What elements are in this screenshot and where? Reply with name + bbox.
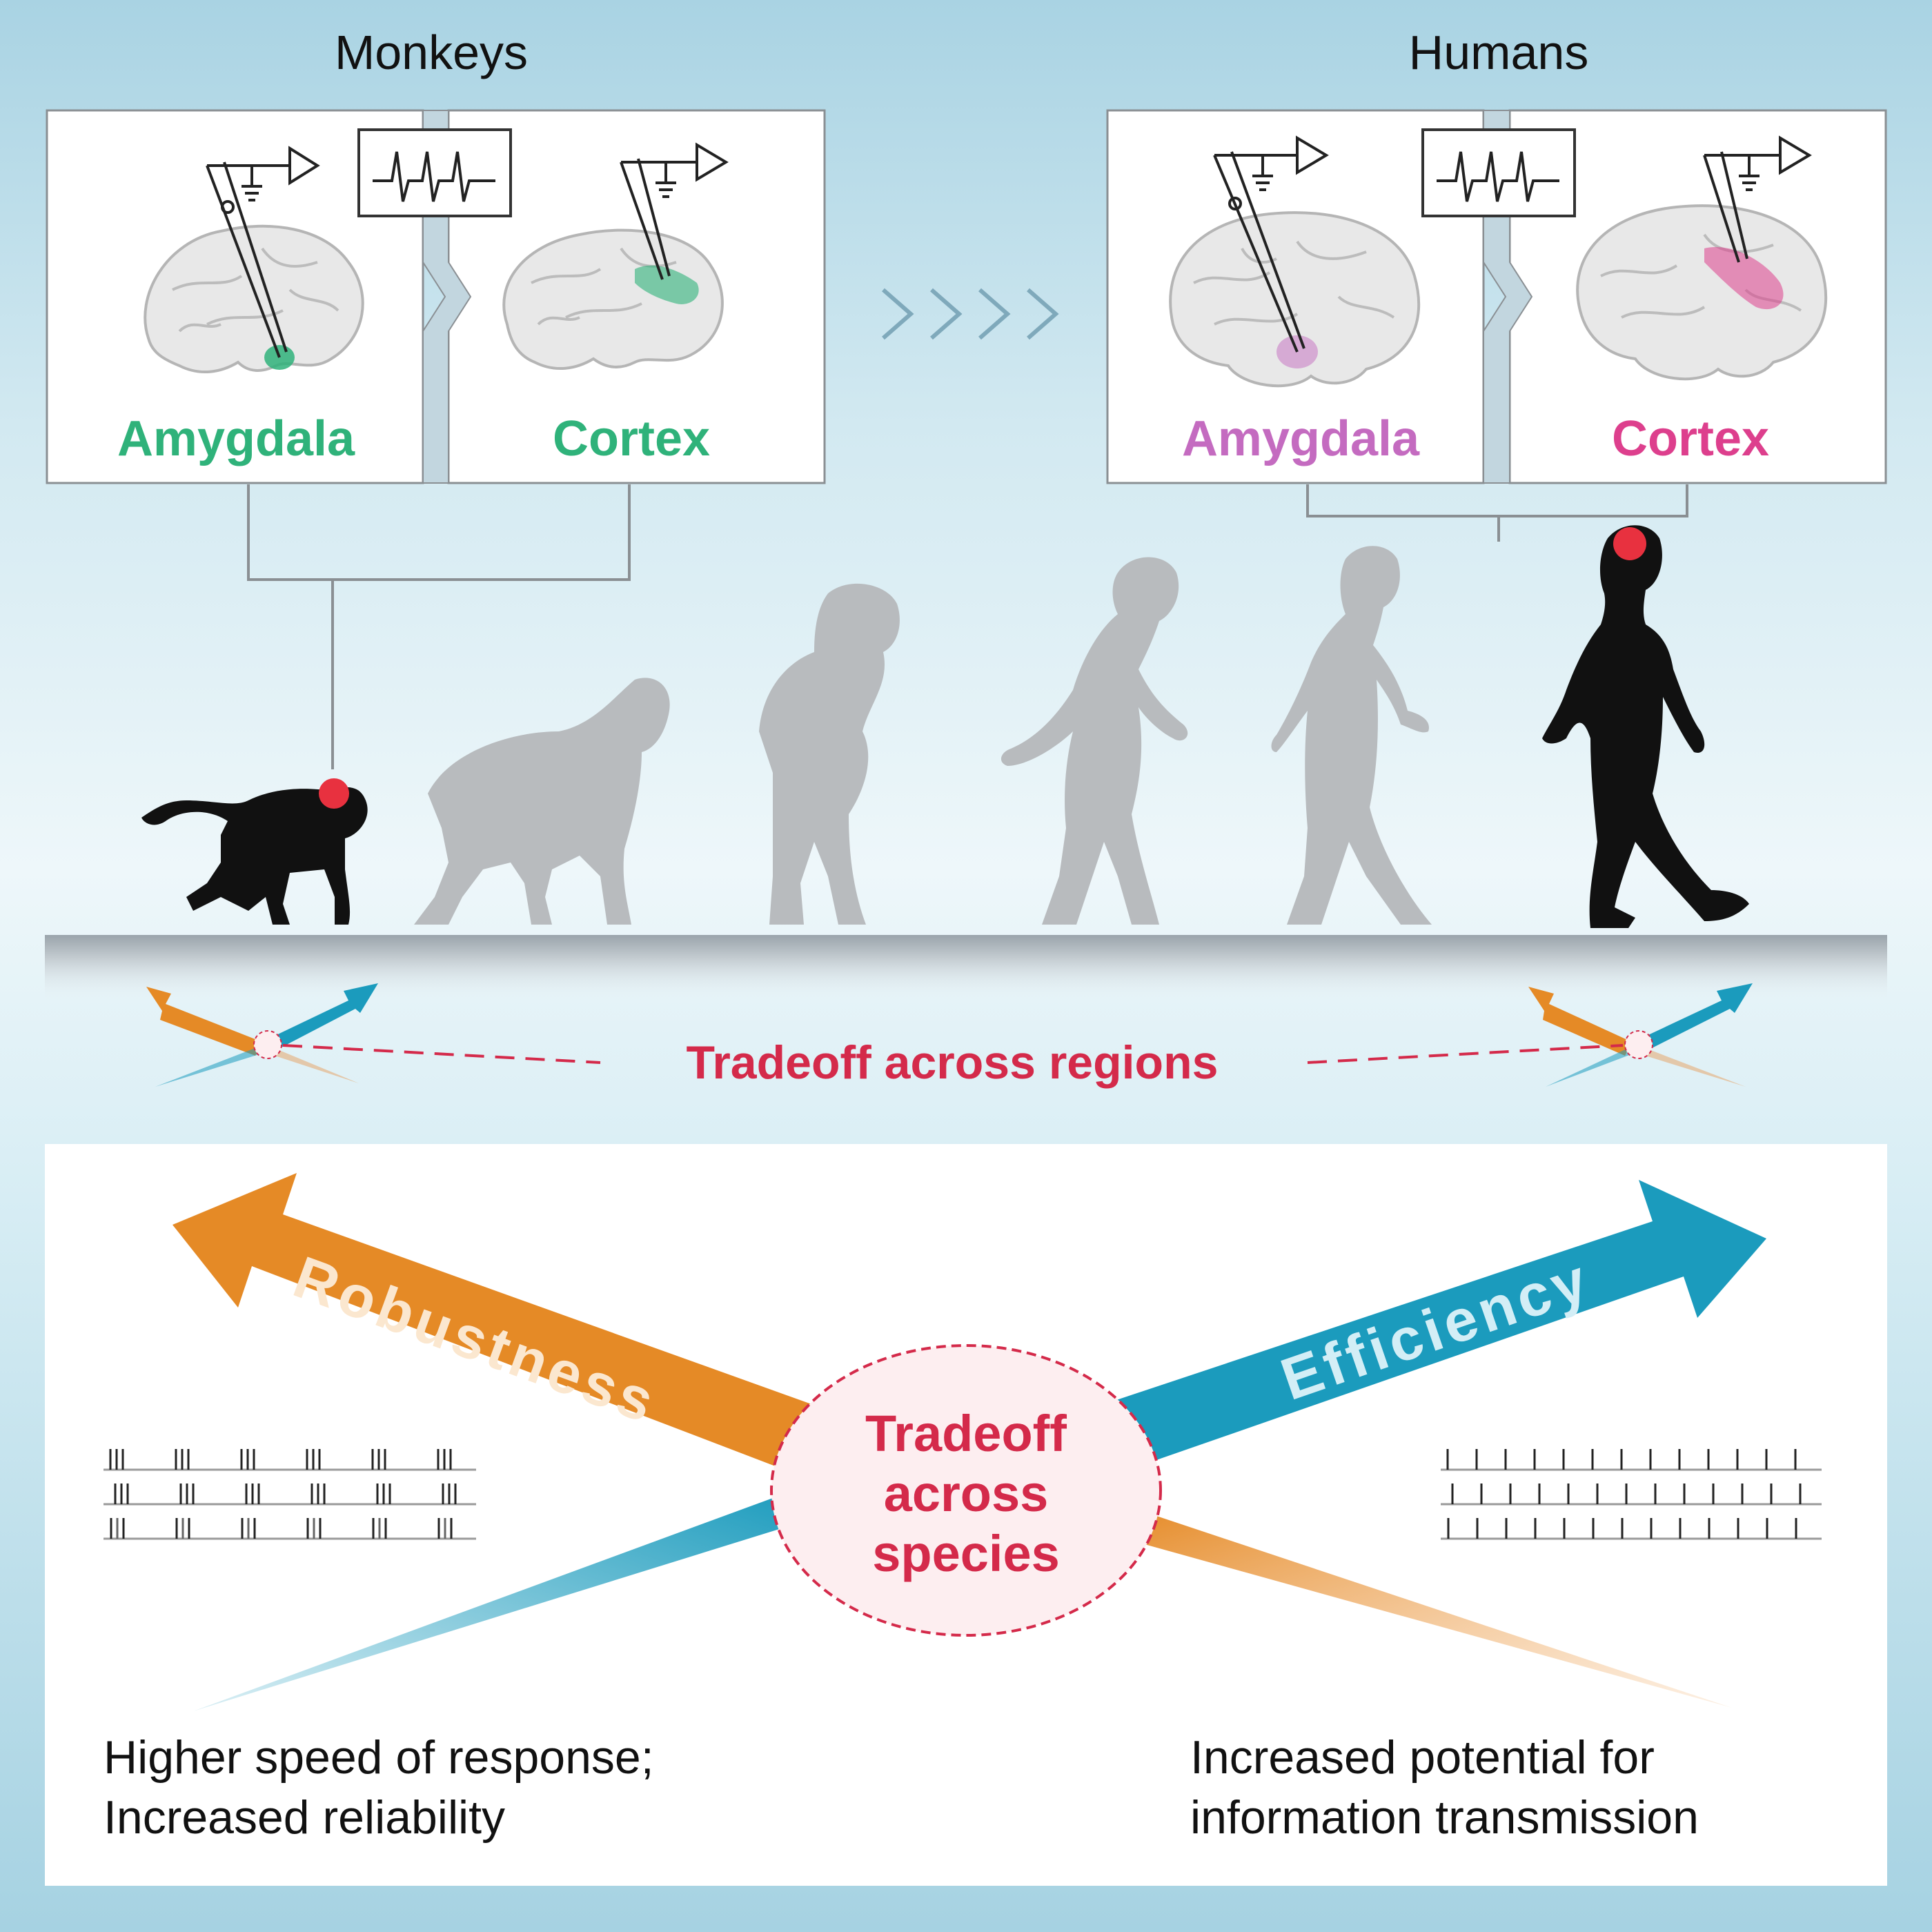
hominid-silhouette — [414, 678, 670, 925]
robustness-caption-line-2: Increased reliability — [103, 1791, 505, 1844]
monkeys-heading: Monkeys — [335, 26, 528, 79]
brain-icon — [1169, 211, 1421, 388]
tradeoff-regions-dash-left — [282, 1044, 601, 1064]
robustness-spike-raster — [103, 1449, 476, 1540]
efficiency-arrow — [1114, 1180, 1766, 1466]
monkey-cortex-label: Cortex — [553, 411, 710, 466]
robustness-mini-arrow — [146, 987, 262, 1056]
efficiency-mini-arrow — [269, 983, 378, 1050]
brain-icon — [502, 228, 724, 371]
electrode-icon — [620, 142, 729, 280]
efficiency-caption-line-1: Increased potential for — [1190, 1731, 1655, 1784]
electrode-icon — [1213, 135, 1329, 353]
electrode-icon — [1703, 135, 1812, 263]
human-cortex-label: Cortex — [1612, 411, 1769, 466]
efficiency-caption-line-2: information transmission — [1190, 1791, 1699, 1844]
tradeoff-regions-dash-right — [1307, 1044, 1624, 1064]
efficiency-mini-arrow — [1641, 983, 1753, 1050]
spike-trace-icon — [357, 128, 512, 217]
monkey-panels: Amygdala Cortex — [46, 109, 826, 769]
tradeoff-regions-label: Tradeoff across regions — [687, 1036, 1219, 1089]
tradeoff-species-line-1: Tradeoff — [865, 1405, 1067, 1462]
evolution-lineup — [141, 525, 1749, 928]
robustness-arrow — [172, 1173, 821, 1473]
robustness-caption-line-1: Higher speed of response; — [103, 1731, 654, 1784]
robustness-mini-arrow — [1528, 987, 1632, 1056]
ground-strip — [45, 935, 1887, 1000]
spike-trace-icon — [1421, 128, 1576, 217]
chevron-icon — [882, 288, 1059, 340]
tradeoff-species-line-2: across — [884, 1465, 1049, 1522]
human-brain-marker — [1613, 527, 1646, 560]
tradeoff-species-line-3: species — [872, 1525, 1060, 1582]
monkey-amygdala-label: Amygdala — [117, 411, 355, 466]
hominid-silhouette — [759, 583, 900, 925]
efficiency-taper — [193, 1490, 804, 1711]
monkey-brain-marker — [319, 778, 349, 809]
human-panels: Amygdala Cortex — [1106, 109, 1887, 542]
brain-icon — [1576, 204, 1828, 381]
human-bracket — [1306, 484, 1688, 542]
robustness-taper — [1125, 1508, 1732, 1708]
hominid-silhouette — [1271, 546, 1432, 925]
tradeoff-species-ellipse — [770, 1344, 1162, 1637]
hominid-silhouette — [1000, 557, 1188, 925]
tradeoff-regions-row: Tradeoff across regions — [146, 983, 1753, 1089]
monkey-cortex-region — [635, 265, 699, 304]
brain-icon — [144, 224, 364, 374]
human-silhouette — [1542, 525, 1749, 928]
monkey-silhouette — [141, 778, 368, 925]
humans-heading: Humans — [1409, 26, 1589, 79]
human-amygdala-label: Amygdala — [1182, 411, 1420, 466]
electrode-icon — [206, 146, 320, 358]
human-cortex-region — [1704, 247, 1784, 310]
monkey-bracket — [247, 484, 631, 769]
efficiency-spike-raster — [1441, 1449, 1822, 1540]
